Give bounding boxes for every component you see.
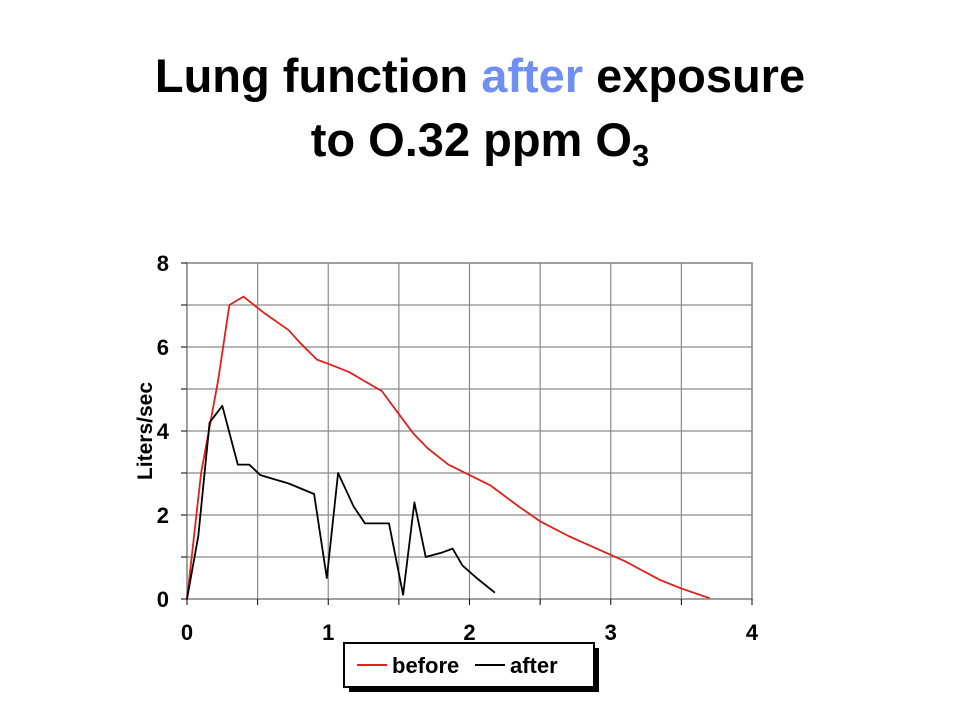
- x-tick-label: 3: [605, 620, 617, 645]
- grid: [187, 263, 752, 599]
- series-lines: [186, 295, 710, 600]
- y-tick-label: 2: [157, 503, 169, 528]
- series-line-after: [186, 404, 496, 600]
- title-line-1: Lung function after exposure: [0, 44, 960, 108]
- x-tick-label: 0: [181, 620, 193, 645]
- x-tick-label: 1: [322, 620, 334, 645]
- series-line-before: [186, 295, 710, 600]
- y-tick-label: 0: [157, 587, 169, 612]
- title-line-2: to O.32 ppm O3: [0, 108, 960, 172]
- title-accent-word: after: [481, 49, 584, 102]
- x-tick-label: 2: [463, 620, 475, 645]
- legend-label-after: after: [510, 653, 558, 678]
- legend: before after: [343, 642, 599, 692]
- legend-label-before: before: [392, 653, 459, 678]
- title-suffix: exposure: [583, 49, 806, 102]
- title-line2-main: to O.32 ppm O: [310, 113, 632, 166]
- tick-marks: [181, 262, 753, 605]
- y-tick-label: 8: [157, 251, 169, 276]
- slide-title: Lung function after exposure to O.32 ppm…: [0, 44, 960, 172]
- x-tick-label: 4: [746, 620, 759, 645]
- y-axis-label: Liters/sec: [134, 382, 157, 480]
- y-tick-label: 4: [157, 419, 170, 444]
- tick-labels: 0 2 4 6 8 0 1 2 3 4: [157, 251, 759, 645]
- title-prefix: Lung function: [154, 49, 482, 102]
- y-tick-label: 6: [157, 335, 169, 360]
- title-subscript: 3: [631, 138, 650, 173]
